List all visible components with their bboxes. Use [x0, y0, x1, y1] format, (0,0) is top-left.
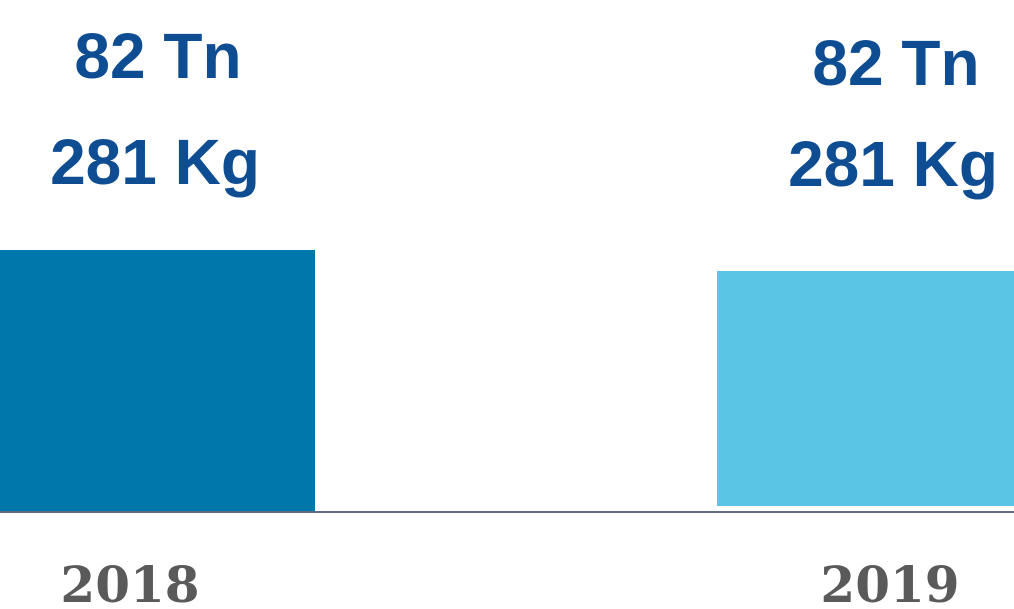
bar-2018: [0, 250, 315, 511]
tick-label-2019: 2019: [820, 555, 959, 609]
data-label-2019-tonnes: 82 Tn: [812, 27, 979, 99]
data-label-2018-kg: 281 Kg: [50, 126, 260, 198]
bar-2019: [717, 271, 1014, 506]
data-label-2018-tonnes: 82 Tn: [74, 20, 241, 92]
data-label-2019-kg: 281 Kg: [788, 128, 998, 200]
tick-label-2018: 2018: [60, 555, 199, 609]
